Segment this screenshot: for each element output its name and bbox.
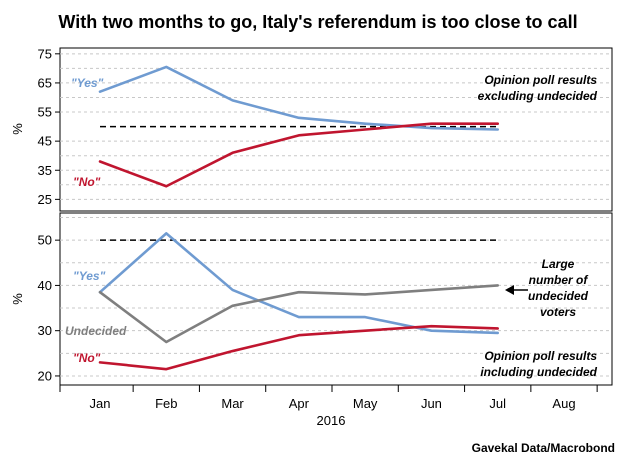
top-panel-y-axis-label: % <box>10 123 25 135</box>
top-no-series-line <box>98 122 500 188</box>
top-yes-label: "Yes" <box>71 76 104 90</box>
x-tick-label-feb: Feb <box>155 396 177 411</box>
callout-line-4: voters <box>540 305 576 319</box>
bottom-y-tick-label-40: 40 <box>38 278 52 293</box>
x-tick-label-aug: Aug <box>552 396 575 411</box>
top-panel-y-ticks: 25 35 45 55 65 75 <box>38 46 60 207</box>
bottom-y-tick-label-30: 30 <box>38 323 52 338</box>
top-panel-note-line-1: Opinion poll results <box>484 73 597 87</box>
top-y-tick-label-45: 45 <box>38 134 52 149</box>
source-credit: Gavekal Data/Macrobond <box>472 441 615 455</box>
callout-line-1: Large <box>542 257 575 271</box>
bottom-yes-series-line <box>98 232 500 335</box>
x-tick-label-may: May <box>353 396 378 411</box>
top-panel-series <box>98 65 500 188</box>
bottom-panel-y-ticks: 20 30 40 50 <box>38 233 60 383</box>
bottom-yes-label: "Yes" <box>73 269 106 283</box>
x-axis-label: 2016 <box>317 413 346 428</box>
bottom-undecided-label: Undecided <box>65 324 127 338</box>
x-tick-label-apr: Apr <box>289 396 310 411</box>
x-tick-label-jan: Jan <box>90 396 111 411</box>
top-no-label: "No" <box>73 175 101 189</box>
bottom-y-tick-label-20: 20 <box>38 368 52 383</box>
chart-title: With two months to go, Italy's referendu… <box>58 12 577 32</box>
bottom-panel-frame <box>59 212 613 386</box>
bottom-panel-y-axis-label: % <box>10 293 25 305</box>
x-axis-ticks: Jan Feb Mar Apr May Jun Jul Aug <box>59 385 598 411</box>
bottom-panel-note-line-2: including undecided <box>480 365 597 379</box>
bottom-no-label: "No" <box>73 351 101 365</box>
top-y-tick-label-65: 65 <box>38 75 52 90</box>
top-panel-gridlines <box>60 53 612 200</box>
bottom-panel-note-line-1: Opinion poll results <box>484 349 597 363</box>
callout-line-2: number of <box>529 273 589 287</box>
top-panel-note-line-2: excluding undecided <box>478 89 598 103</box>
bottom-undecided-series-line <box>98 284 500 344</box>
top-panel-frame <box>59 47 613 212</box>
x-tick-label-mar: Mar <box>221 396 244 411</box>
bottom-panel-series <box>98 232 500 371</box>
callout-line-3: undecided <box>528 289 589 303</box>
bottom-no-series-line <box>98 324 500 371</box>
top-y-tick-label-55: 55 <box>38 105 52 120</box>
top-y-tick-label-25: 25 <box>38 192 52 207</box>
callout-arrow <box>505 285 528 295</box>
x-tick-label-jun: Jun <box>421 396 442 411</box>
x-tick-label-jul: Jul <box>489 396 506 411</box>
bottom-y-tick-label-50: 50 <box>38 233 52 248</box>
top-y-tick-label-35: 35 <box>38 163 52 178</box>
top-yes-series-line <box>98 65 500 131</box>
top-y-tick-label-75: 75 <box>38 46 52 61</box>
